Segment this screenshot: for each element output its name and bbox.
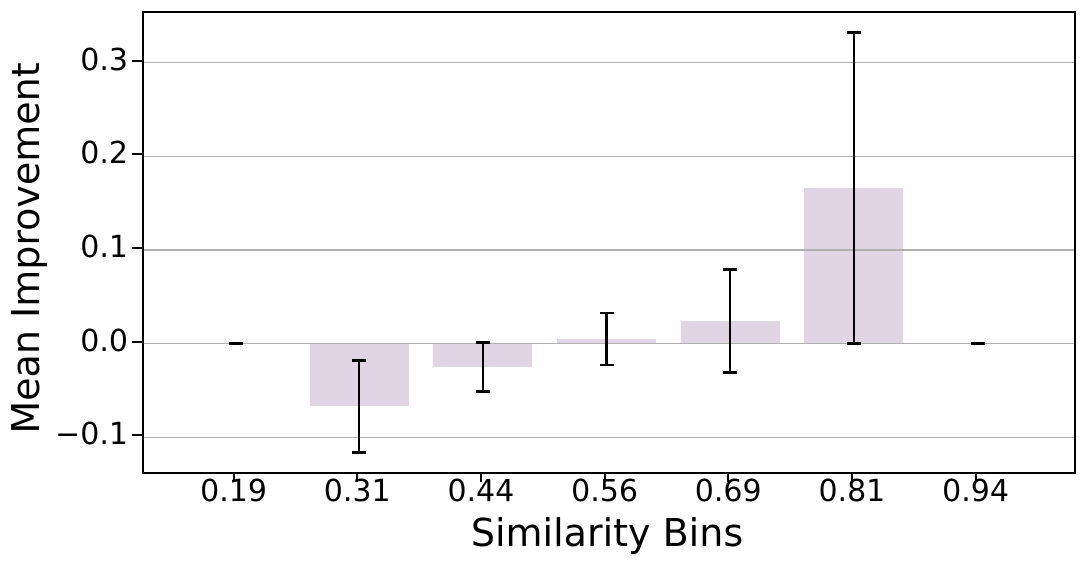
y-tick-mark xyxy=(132,340,142,343)
x-tick-label: 0.94 xyxy=(942,474,1009,509)
error-bar-cap xyxy=(352,451,367,454)
error-bar-cap xyxy=(846,342,861,345)
y-tick-mark xyxy=(132,59,142,62)
x-tick-label: 0.31 xyxy=(323,474,391,509)
gridline xyxy=(144,436,1074,439)
gridline xyxy=(144,155,1074,157)
x-tick-mark xyxy=(479,472,482,482)
gridline xyxy=(144,249,1074,251)
error-bar-line xyxy=(852,32,856,344)
error-bar-cap xyxy=(723,268,738,271)
y-tick-mark xyxy=(132,434,142,437)
error-bar-line xyxy=(728,269,732,373)
y-tick-mark xyxy=(132,153,142,156)
x-tick-mark xyxy=(850,472,853,482)
x-tick-mark xyxy=(356,472,359,482)
gridlines-layer xyxy=(144,13,1074,472)
error-bar-cap xyxy=(228,342,243,345)
error-bar-line xyxy=(357,360,361,453)
error-bar-cap xyxy=(599,311,614,314)
x-tick-label: 0.44 xyxy=(447,474,515,509)
error-bar-cap xyxy=(970,342,985,345)
error-bar-cap xyxy=(599,363,614,367)
gridline xyxy=(144,61,1074,64)
y-tick-label: 0.1 xyxy=(80,229,128,265)
error-bar-cap xyxy=(723,371,738,374)
error-bar-cap xyxy=(475,341,490,344)
x-tick-mark xyxy=(232,472,235,482)
x-tick-label: 0.81 xyxy=(818,474,886,509)
y-tick-label: 0.0 xyxy=(80,323,128,359)
y-tick-label: −0.1 xyxy=(55,417,128,453)
y-tick-label: 0.2 xyxy=(80,136,128,172)
x-axis-label: Similarity Bins xyxy=(470,511,744,555)
gridline xyxy=(144,342,1074,345)
x-tick-label: 0.19 xyxy=(200,474,267,509)
error-bar-cap xyxy=(846,31,861,34)
y-tick-mark xyxy=(132,246,142,249)
y-tick-label: 0.3 xyxy=(80,42,128,78)
x-tick-label: 0.56 xyxy=(571,474,638,509)
error-bar-line xyxy=(481,342,485,392)
x-tick-mark xyxy=(974,472,977,482)
x-tick-mark xyxy=(603,472,606,482)
error-bar-cap xyxy=(352,359,367,362)
error-bar-cap xyxy=(475,390,490,393)
error-bar-line xyxy=(605,312,608,366)
error-bars-layer xyxy=(144,13,1074,472)
plot-area xyxy=(142,11,1076,474)
x-tick-mark xyxy=(727,472,730,482)
x-tick-label: 0.69 xyxy=(694,474,762,509)
